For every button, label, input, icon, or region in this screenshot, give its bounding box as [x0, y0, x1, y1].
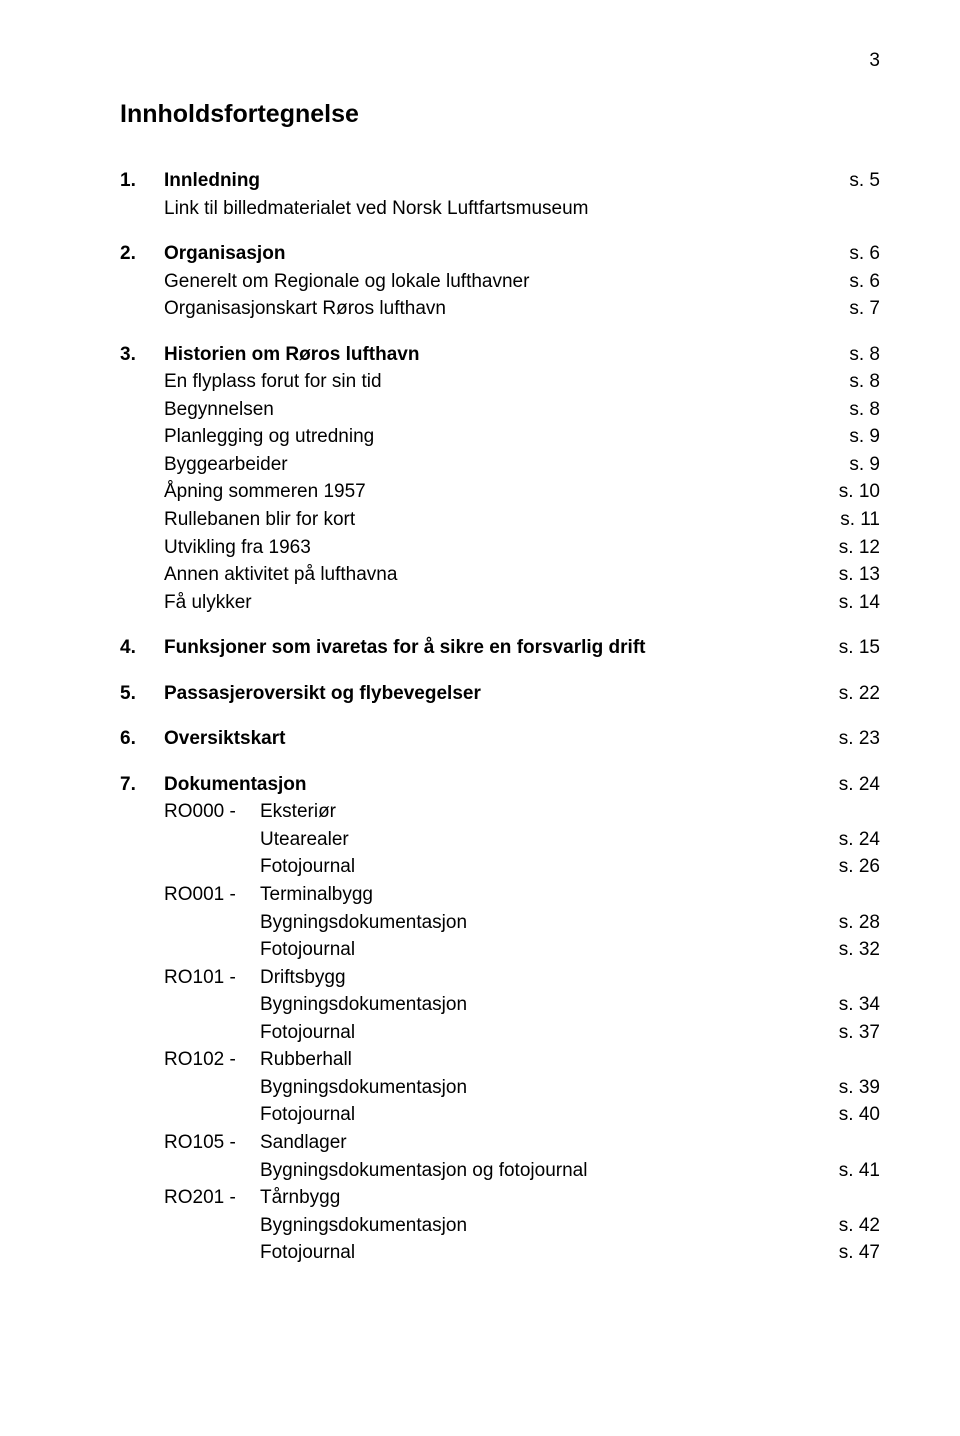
- ro-item-page: s. 37: [820, 1019, 880, 1047]
- section-page: s. 22: [820, 680, 880, 708]
- section-page: s. 24: [820, 771, 880, 799]
- sub-label: Byggearbeider: [164, 451, 820, 479]
- toc-group-ro000: RO000 - Eksteriør Utearealers. 24 Fotojo…: [120, 798, 880, 881]
- sub-label: Planlegging og utredning: [164, 423, 820, 451]
- ro-header: Sandlager: [260, 1129, 820, 1157]
- page-number: 3: [120, 50, 880, 72]
- ro-item-label: Bygningsdokumentasjon: [260, 1212, 820, 1240]
- toc-section-2: 2. Organisasjon s. 6 Generelt om Regiona…: [120, 240, 880, 323]
- sub-label: Åpning sommeren 1957: [164, 478, 820, 506]
- ro-item-label: Bygningsdokumentasjon: [260, 991, 820, 1019]
- section-label: Innledning: [164, 167, 820, 195]
- ro-item-label: Fotojournal: [260, 1101, 820, 1129]
- sub-label: Organisasjonskart Røros lufthavn: [164, 295, 820, 323]
- ro-header: Eksteriør: [260, 798, 820, 826]
- sub-label: En flyplass forut for sin tid: [164, 368, 820, 396]
- toc-group-ro001: RO001 - Terminalbygg Bygningsdokumentasj…: [120, 881, 880, 964]
- toc-group-ro105: RO105 - Sandlager Bygningsdokumentasjon …: [120, 1129, 880, 1184]
- section-label: Funksjoner som ivaretas for å sikre en f…: [164, 634, 820, 662]
- sub-page: s. 10: [820, 478, 880, 506]
- ro-code: RO201 -: [164, 1184, 260, 1212]
- section-number: 5.: [120, 680, 164, 708]
- section-number: 2.: [120, 240, 164, 268]
- toc-section-3: 3. Historien om Røros lufthavn s. 8 En f…: [120, 341, 880, 616]
- ro-item-page: s. 32: [820, 936, 880, 964]
- section-number: 7.: [120, 771, 164, 799]
- ro-item-page: s. 26: [820, 853, 880, 881]
- section-page: s. 5: [820, 167, 880, 195]
- sub-label: Generelt om Regionale og lokale lufthavn…: [164, 268, 820, 296]
- ro-item-label: Bygningsdokumentasjon: [260, 909, 820, 937]
- toc-section-7: 7. Dokumentasjon s. 24 RO000 - Eksteriør…: [120, 771, 880, 1267]
- toc-section-5: 5. Passasjeroversikt og flybevegelser s.…: [120, 680, 880, 708]
- ro-header: Terminalbygg: [260, 881, 820, 909]
- ro-item-label: Fotojournal: [260, 853, 820, 881]
- page-title: Innholdsfortegnelse: [120, 100, 880, 129]
- ro-item-label: Utearealer: [260, 826, 820, 854]
- section-page: s. 8: [820, 341, 880, 369]
- section-number: 4.: [120, 634, 164, 662]
- toc-group-ro201: RO201 - Tårnbygg Bygningsdokumentasjons.…: [120, 1184, 880, 1267]
- ro-header: Rubberhall: [260, 1046, 820, 1074]
- sub-label: Begynnelsen: [164, 396, 820, 424]
- ro-item-page: s. 47: [820, 1239, 880, 1267]
- ro-header: Driftsbygg: [260, 964, 820, 992]
- sub-page: s. 12: [820, 534, 880, 562]
- toc-group-ro101: RO101 - Driftsbygg Bygningsdokumentasjon…: [120, 964, 880, 1047]
- section-label: Dokumentasjon: [164, 771, 820, 799]
- ro-item-label: Bygningsdokumentasjon: [260, 1074, 820, 1102]
- section-label: Oversiktskart: [164, 725, 820, 753]
- section-label: Passasjeroversikt og flybevegelser: [164, 680, 820, 708]
- ro-item-page: s. 41: [820, 1157, 880, 1185]
- ro-code: RO102 -: [164, 1046, 260, 1074]
- section-page: s. 15: [820, 634, 880, 662]
- ro-item-page: s. 28: [820, 909, 880, 937]
- sub-label: Link til billedmaterialet ved Norsk Luft…: [164, 195, 820, 223]
- sub-page: s. 8: [820, 396, 880, 424]
- toc-section-4: 4. Funksjoner som ivaretas for å sikre e…: [120, 634, 880, 662]
- ro-item-page: s. 40: [820, 1101, 880, 1129]
- sub-page: s. 9: [820, 451, 880, 479]
- ro-code: RO105 -: [164, 1129, 260, 1157]
- sub-page: s. 13: [820, 561, 880, 589]
- section-label: Organisasjon: [164, 240, 820, 268]
- toc-section-1: 1. Innledning s. 5 Link til billedmateri…: [120, 167, 880, 222]
- section-page: s. 23: [820, 725, 880, 753]
- sub-label: Rullebanen blir for kort: [164, 506, 820, 534]
- sub-label: Utvikling fra 1963: [164, 534, 820, 562]
- section-label: Historien om Røros lufthavn: [164, 341, 820, 369]
- ro-item-page: s. 24: [820, 826, 880, 854]
- sub-page: s. 14: [820, 589, 880, 617]
- ro-item-label: Fotojournal: [260, 1239, 820, 1267]
- sub-page: s. 6: [820, 268, 880, 296]
- section-number: 3.: [120, 341, 164, 369]
- sub-label: Få ulykker: [164, 589, 820, 617]
- ro-code: RO000 -: [164, 798, 260, 826]
- ro-code: RO001 -: [164, 881, 260, 909]
- ro-item-page: s. 39: [820, 1074, 880, 1102]
- ro-item-page: s. 34: [820, 991, 880, 1019]
- ro-item-label: Fotojournal: [260, 1019, 820, 1047]
- ro-header: Tårnbygg: [260, 1184, 820, 1212]
- section-page: s. 6: [820, 240, 880, 268]
- sub-page: s. 8: [820, 368, 880, 396]
- ro-code: RO101 -: [164, 964, 260, 992]
- sub-page: s. 11: [820, 506, 880, 534]
- ro-item-label: Fotojournal: [260, 936, 820, 964]
- toc-group-ro102: RO102 - Rubberhall Bygningsdokumentasjon…: [120, 1046, 880, 1129]
- section-number: 1.: [120, 167, 164, 195]
- sub-label: Annen aktivitet på lufthavna: [164, 561, 820, 589]
- sub-page: s. 9: [820, 423, 880, 451]
- ro-item-page: s. 42: [820, 1212, 880, 1240]
- toc-section-6: 6. Oversiktskart s. 23: [120, 725, 880, 753]
- sub-page: s. 7: [820, 295, 880, 323]
- section-number: 6.: [120, 725, 164, 753]
- ro-item-label: Bygningsdokumentasjon og fotojournal: [260, 1157, 820, 1185]
